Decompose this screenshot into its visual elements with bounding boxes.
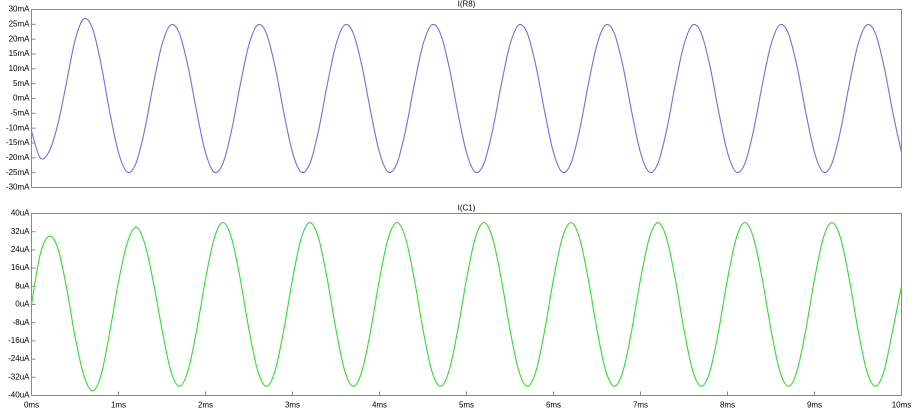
y-tick-label: -5mA <box>10 108 30 117</box>
y-tick-label: 5mA <box>13 79 30 88</box>
y-tick-label: 0mA <box>13 94 30 103</box>
y-tick-label: -8uA <box>13 318 31 327</box>
x-tick-label: 9ms <box>807 401 822 410</box>
pane-title: I(C1) <box>458 204 476 213</box>
x-tick-label: 5ms <box>459 401 474 410</box>
y-tick-label: 16uA <box>11 263 30 272</box>
y-tick-label: 20mA <box>9 34 31 43</box>
waveform <box>30 17 903 174</box>
y-tick-label: -16uA <box>8 336 30 345</box>
y-tick-label: 15mA <box>9 49 31 58</box>
y-tick-label: -40uA <box>8 391 30 400</box>
x-tick-label: 6ms <box>546 401 561 410</box>
y-tick-label: -15mA <box>6 138 30 147</box>
x-tick-label: 0ms <box>24 401 39 410</box>
y-tick-label: 30mA <box>9 5 31 14</box>
y-tick-label: 32uA <box>11 227 30 236</box>
y-tick-label: 10mA <box>9 64 31 73</box>
y-tick-label: 24uA <box>11 245 30 254</box>
y-tick-label: 25mA <box>9 19 31 28</box>
y-tick-label: -24uA <box>8 354 30 363</box>
x-tick-label: 8ms <box>720 401 735 410</box>
pane-title: I(R8) <box>458 0 476 9</box>
y-tick-label: 8uA <box>15 281 30 290</box>
x-tick-label: 7ms <box>633 401 648 410</box>
y-tick-label: -30mA <box>6 183 30 192</box>
x-tick-label: 1ms <box>111 401 126 410</box>
x-tick-label: 10ms <box>892 401 912 410</box>
x-tick-label: 4ms <box>372 401 387 410</box>
x-tick-label: 2ms <box>198 401 213 410</box>
y-tick-label: 40uA <box>11 209 30 218</box>
x-tick-label: 3ms <box>285 401 300 410</box>
y-tick-label: 0uA <box>15 300 30 309</box>
waveform <box>30 222 903 392</box>
y-tick-label: -32uA <box>8 372 30 381</box>
y-tick-label: -10mA <box>6 123 30 132</box>
y-tick-label: -25mA <box>6 168 30 177</box>
y-tick-label: -20mA <box>6 153 30 162</box>
